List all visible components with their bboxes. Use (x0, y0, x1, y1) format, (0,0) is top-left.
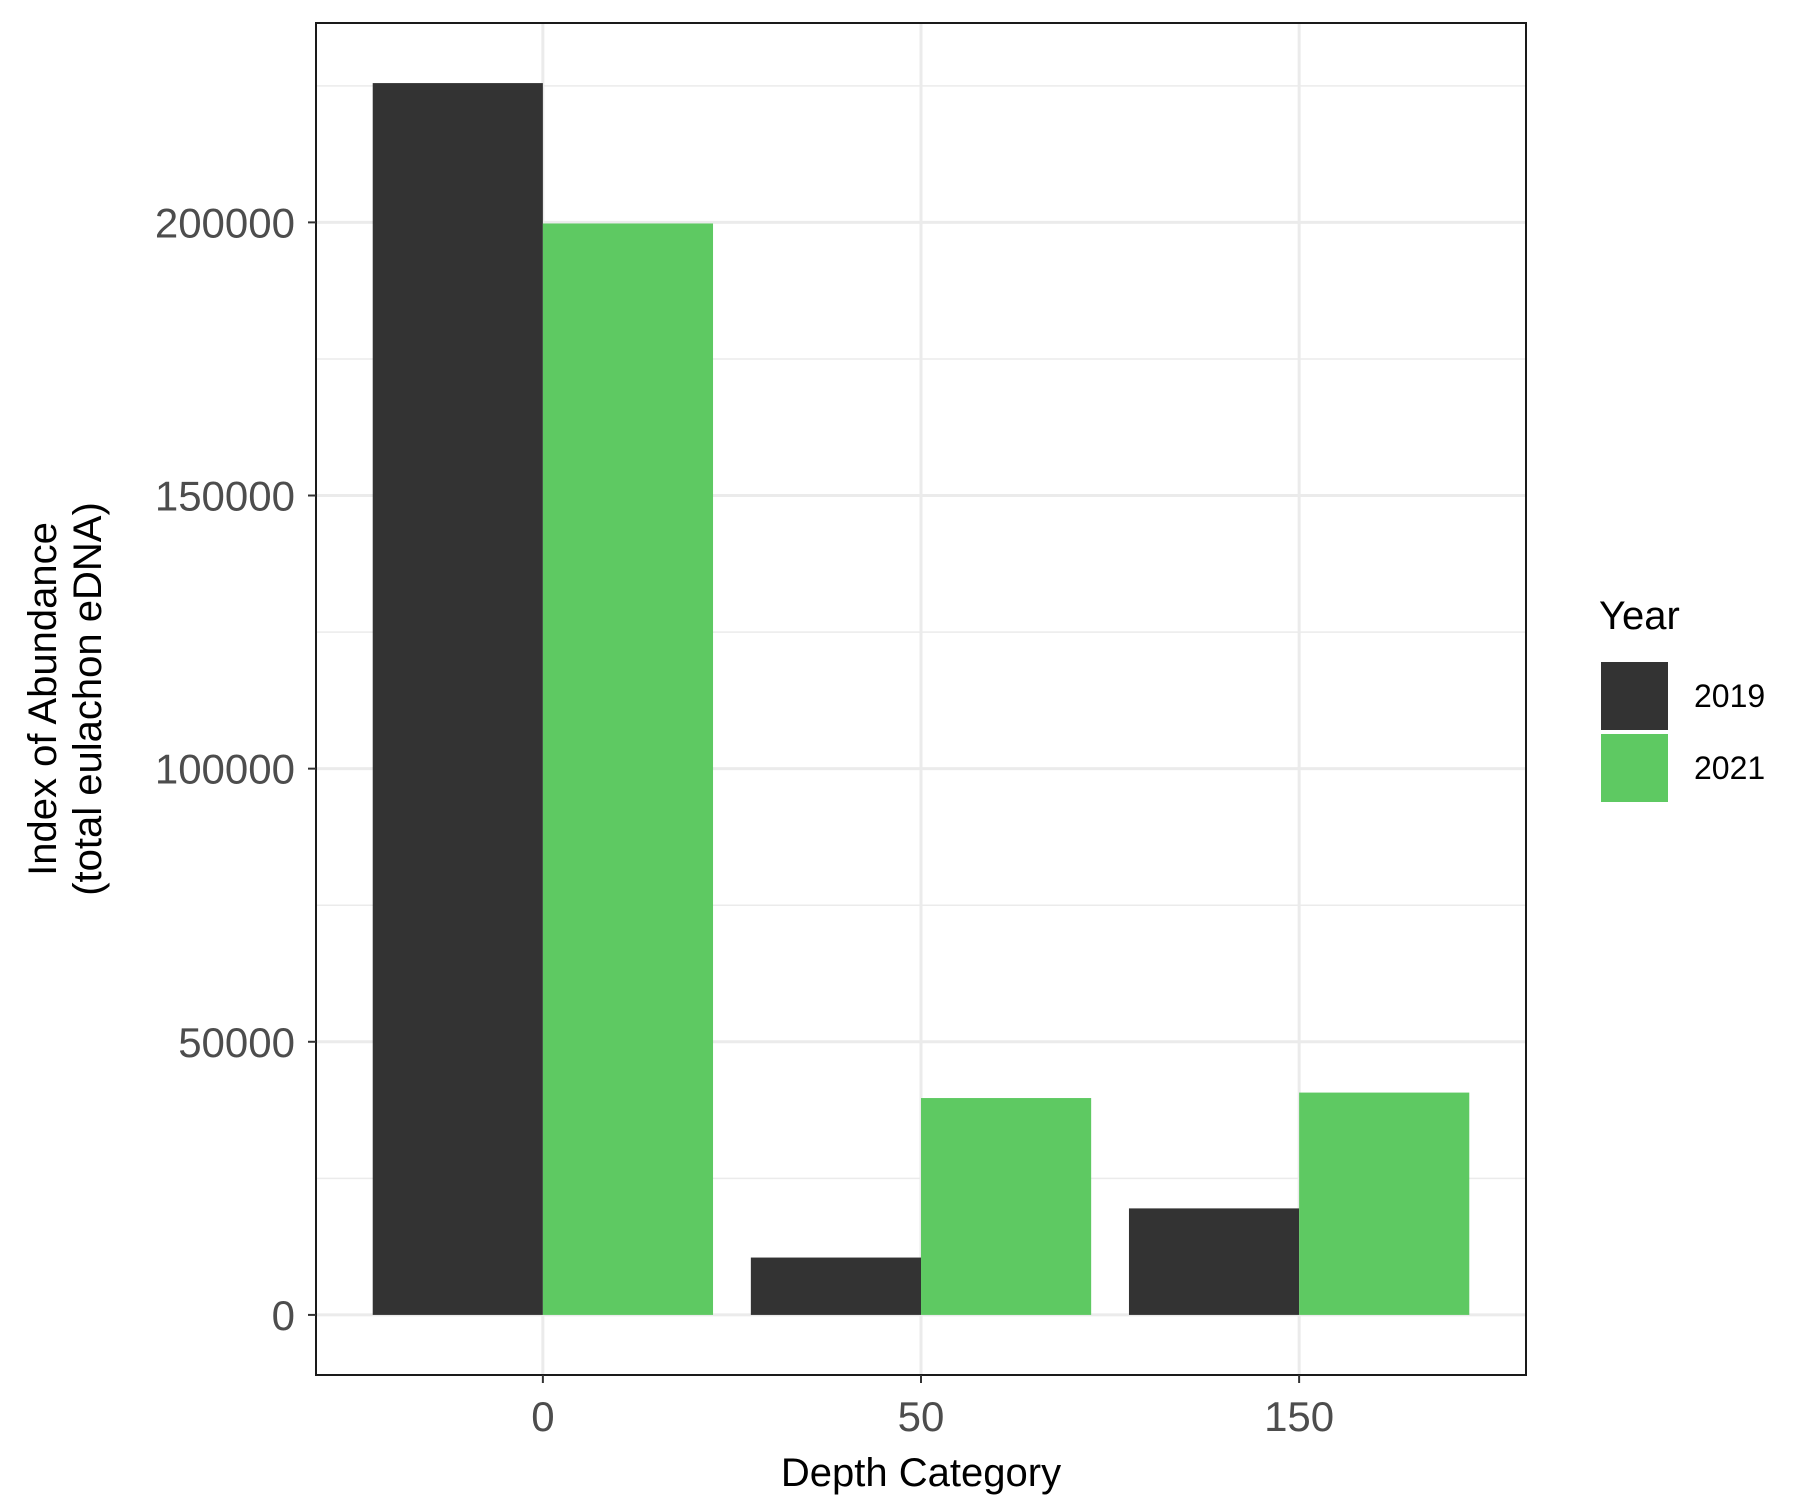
x-tick-label: 0 (531, 1393, 554, 1440)
y-tick-label: 200000 (155, 199, 295, 246)
x-axis-ticks: 0 50 150 (531, 1375, 1334, 1440)
bars (372, 83, 1470, 1315)
bar-2019-depth-50 (750, 1257, 921, 1315)
bar-2021-depth-0 (542, 223, 714, 1315)
legend-title: Year (1599, 594, 1680, 638)
y-axis-ticks: 0 50000 100000 150000 200000 (155, 199, 316, 1339)
x-tick-label: 150 (1264, 1393, 1334, 1440)
bar-2021-depth-50 (921, 1098, 1092, 1315)
y-tick-label: 0 (272, 1292, 295, 1339)
legend: Year 2019 2021 (1599, 594, 1765, 802)
bar-2019-depth-150 (1128, 1208, 1300, 1315)
y-tick-label: 50000 (178, 1019, 295, 1066)
bar-2021-depth-150 (1299, 1092, 1470, 1315)
legend-key-2021 (1601, 734, 1668, 802)
y-axis-title: Index of Abundance (total eulachon eDNA) (21, 502, 110, 896)
x-tick-label: 50 (898, 1393, 945, 1440)
legend-label-2019: 2019 (1694, 678, 1765, 714)
y-axis-title-line-1: Index of Abundance (21, 522, 65, 876)
legend-key-2019 (1601, 662, 1668, 730)
legend-label-2021: 2021 (1694, 750, 1765, 786)
x-axis-title: Depth Category (781, 1451, 1061, 1495)
y-tick-label: 150000 (155, 473, 295, 520)
y-axis-title-line-2: (total eulachon eDNA) (66, 502, 110, 896)
y-tick-label: 100000 (155, 746, 295, 793)
bar-2019-depth-0 (372, 83, 543, 1315)
